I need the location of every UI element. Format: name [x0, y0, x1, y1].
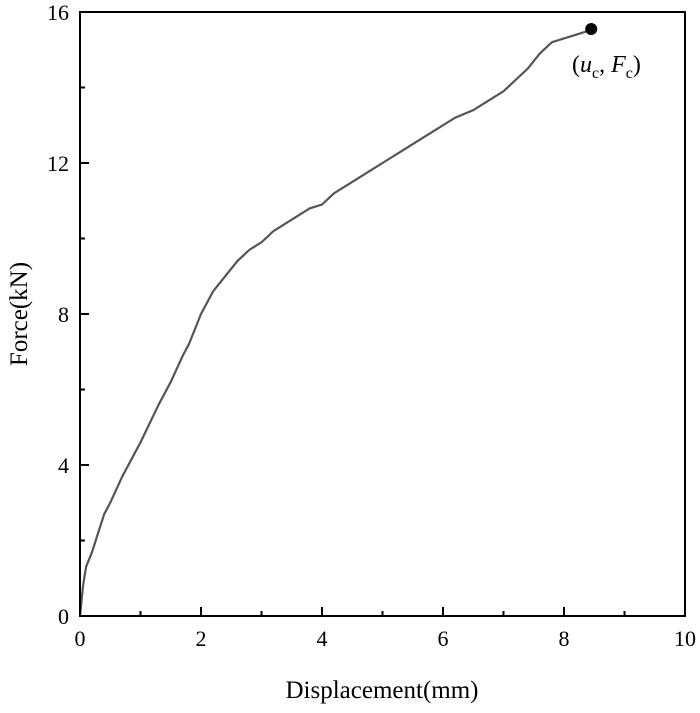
y-tick-label: 12	[47, 151, 69, 176]
x-tick-label: 6	[438, 626, 449, 651]
plot-frame	[79, 11, 686, 617]
critical-point-marker	[585, 22, 598, 35]
x-tick-label: 0	[75, 626, 86, 651]
y-axis-title: Force(kN)	[6, 262, 33, 366]
series-line	[78, 28, 592, 617]
y-tick-label: 0	[58, 604, 69, 629]
y-tick-label: 8	[58, 302, 69, 327]
x-axis-ticks: 0 2 4 6 8 10	[75, 607, 696, 651]
x-tick-label: 8	[559, 626, 570, 651]
y-tick-label: 16	[47, 0, 69, 25]
x-tick-label: 2	[196, 626, 207, 651]
y-axis-ticks: 0 4 8 12 16	[47, 0, 89, 629]
y-tick-label: 4	[58, 453, 69, 478]
critical-point-label: (uc, Fc)	[572, 52, 641, 82]
x-axis-title: Displacement(mm)	[286, 677, 479, 704]
x-tick-label: 4	[317, 626, 328, 651]
x-tick-label: 10	[674, 626, 696, 651]
